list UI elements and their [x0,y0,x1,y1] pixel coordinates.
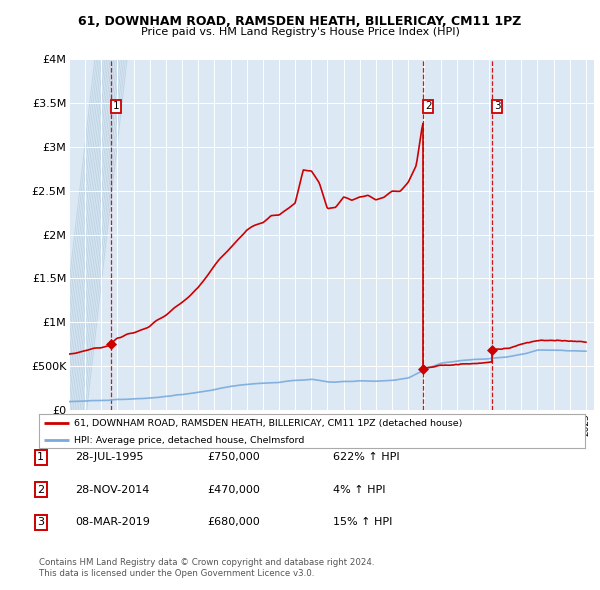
Text: £470,000: £470,000 [207,485,260,494]
Text: 622% ↑ HPI: 622% ↑ HPI [333,453,400,462]
Text: 61, DOWNHAM ROAD, RAMSDEN HEATH, BILLERICAY, CM11 1PZ: 61, DOWNHAM ROAD, RAMSDEN HEATH, BILLERI… [79,15,521,28]
Text: 28-JUL-1995: 28-JUL-1995 [75,453,143,462]
Text: Price paid vs. HM Land Registry's House Price Index (HPI): Price paid vs. HM Land Registry's House … [140,27,460,37]
Text: 61, DOWNHAM ROAD, RAMSDEN HEATH, BILLERICAY, CM11 1PZ (detached house): 61, DOWNHAM ROAD, RAMSDEN HEATH, BILLERI… [74,419,463,428]
Text: 15% ↑ HPI: 15% ↑ HPI [333,517,392,527]
Text: 28-NOV-2014: 28-NOV-2014 [75,485,149,494]
Text: 08-MAR-2019: 08-MAR-2019 [75,517,150,527]
Text: 3: 3 [494,101,500,112]
Text: 1: 1 [112,101,119,112]
Text: £750,000: £750,000 [207,453,260,462]
Text: £680,000: £680,000 [207,517,260,527]
Text: Contains HM Land Registry data © Crown copyright and database right 2024.
This d: Contains HM Land Registry data © Crown c… [39,558,374,578]
Text: 4% ↑ HPI: 4% ↑ HPI [333,485,386,494]
Text: 2: 2 [425,101,431,112]
Text: HPI: Average price, detached house, Chelmsford: HPI: Average price, detached house, Chel… [74,437,305,445]
Text: 2: 2 [37,485,44,494]
Text: 1: 1 [37,453,44,462]
Text: 3: 3 [37,517,44,527]
